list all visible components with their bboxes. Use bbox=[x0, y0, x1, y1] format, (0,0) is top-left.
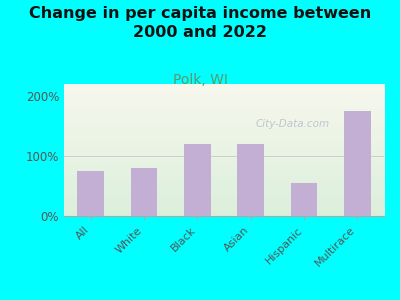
Bar bbox=[344, 111, 371, 216]
Bar bbox=[77, 171, 104, 216]
Bar bbox=[291, 183, 317, 216]
Bar bbox=[131, 168, 157, 216]
Text: Change in per capita income between
2000 and 2022: Change in per capita income between 2000… bbox=[29, 6, 371, 40]
Bar bbox=[237, 144, 264, 216]
Text: City-Data.com: City-Data.com bbox=[256, 118, 330, 129]
Bar bbox=[184, 144, 211, 216]
Text: Polk, WI: Polk, WI bbox=[172, 74, 228, 88]
